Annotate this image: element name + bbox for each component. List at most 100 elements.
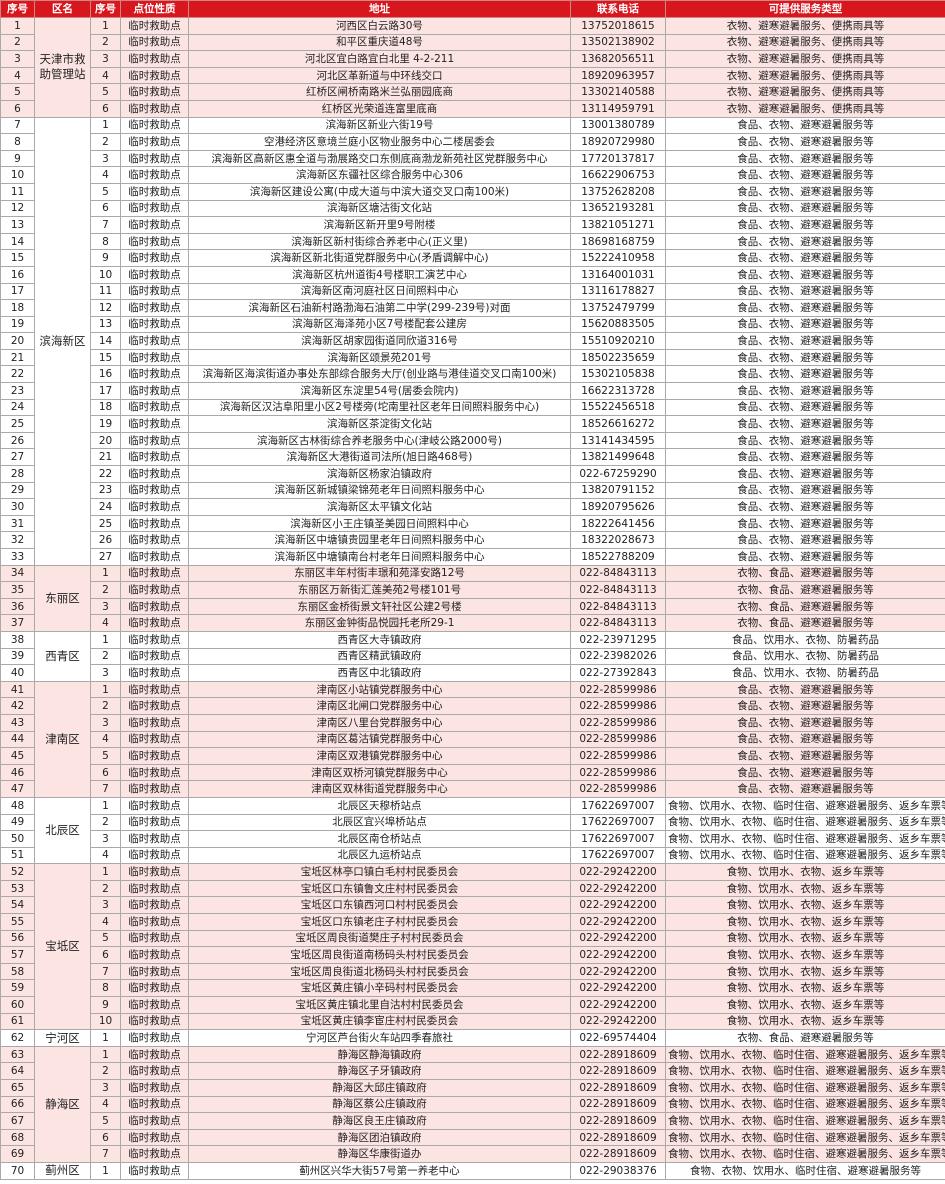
row-number: 56 — [0, 929, 35, 948]
services: 食物、饮用水、衣物、返乡车票等 — [665, 863, 945, 881]
point-type: 临时救助点 — [120, 116, 189, 135]
services: 食品、衣物、避寒避暑服务等 — [665, 680, 945, 699]
address: 宝坻区周良街道南杨码头村村民委员会 — [188, 946, 571, 964]
phone: 18222641456 — [570, 514, 666, 533]
table-row: 66 4 临时救助点 静海区蔡公庄镇政府 022-28918609 食物、饮用水、衣物、临… — [0, 1095, 945, 1114]
phone: 022-23982026 — [570, 647, 666, 666]
services: 食物、饮用水、衣物、临时住宿、避寒避暑服务、返乡车票等 — [665, 1145, 945, 1163]
district: 东丽区 — [34, 564, 91, 632]
phone: 18920795626 — [570, 498, 666, 516]
row-number: 69 — [0, 1145, 35, 1163]
services: 食品、衣物、避寒避暑服务等 — [665, 315, 945, 334]
table-row: 28 22 临时救助点 滨海新区杨家泊镇政府 022-67259290 食品、衣物、避寒避… — [0, 465, 945, 483]
address: 滨海新区南河庭社区日间照料中心 — [188, 282, 571, 301]
services: 食物、饮用水、衣物、临时住宿、避寒避暑服务、返乡车票等 — [665, 796, 945, 815]
point-type: 临时救助点 — [120, 564, 189, 583]
table-row: 24 18 临时救助点 滨海新区汉沽阜阳里小区2号楼旁(坨南里社区老年日间照料服务中心… — [0, 398, 945, 417]
table-row: 57 6 临时救助点 宝坻区周良街道南杨码头村村民委员会 022-29242200 食物、… — [0, 946, 945, 964]
row-number: 10 — [0, 166, 35, 184]
sub-number: 2 — [90, 813, 121, 832]
phone: 13164001031 — [570, 265, 666, 284]
sub-number: 2 — [90, 581, 121, 599]
services: 食物、饮用水、衣物、临时住宿、避寒避暑服务、返乡车票等 — [665, 813, 945, 832]
point-type: 临时救助点 — [120, 863, 189, 881]
phone: 13001380789 — [570, 116, 666, 135]
address: 津南区八里台党群服务中心 — [188, 713, 571, 732]
table-row: 45 5 临时救助点 津南区双港镇党群服务中心 022-28599986 食品、衣物、避寒… — [0, 747, 945, 765]
row-number: 7 — [0, 116, 35, 135]
sub-number: 6 — [90, 1128, 121, 1147]
point-type: 临时救助点 — [120, 149, 189, 168]
row-number: 21 — [0, 348, 35, 367]
address: 东丽区万新街汇莲美苑2号楼101号 — [188, 581, 571, 599]
phone: 022-69574404 — [570, 1029, 666, 1047]
sub-number: 1 — [90, 116, 121, 135]
address: 静海区子牙镇政府 — [188, 1062, 571, 1080]
services: 食物、饮用水、衣物、返乡车票等 — [665, 946, 945, 964]
services: 食品、衣物、避寒避暑服务等 — [665, 348, 945, 367]
services: 衣物、食品、避寒避暑服务等 — [665, 581, 945, 599]
sub-number: 16 — [90, 365, 121, 384]
sub-number: 3 — [90, 830, 121, 848]
point-type: 临时救助点 — [120, 1145, 189, 1163]
point-type: 临时救助点 — [120, 498, 189, 516]
phone: 13502138902 — [570, 33, 666, 52]
services: 食品、衣物、避寒避暑服务等 — [665, 332, 945, 350]
point-type: 临时救助点 — [120, 265, 189, 284]
phone: 022-28918609 — [570, 1079, 666, 1097]
sub-number: 7 — [90, 780, 121, 798]
row-number: 19 — [0, 315, 35, 334]
row-number: 17 — [0, 282, 35, 301]
address: 滨海新区建设公寓(中成大道与中滨大道交叉口南100米) — [188, 182, 571, 201]
phone: 022-28599986 — [570, 780, 666, 798]
table-row: 40 3 临时救助点 西青区中北镇政府 022-27392843 食品、饮用水、衣物、防暑… — [0, 664, 945, 682]
address: 滨海新区新城镇梁锦苑老年日间照料服务中心 — [188, 481, 571, 500]
sub-number: 1 — [90, 680, 121, 699]
phone: 17622697007 — [570, 813, 666, 832]
phone: 022-28918609 — [570, 1095, 666, 1114]
sub-number: 5 — [90, 747, 121, 765]
address: 滨海新区东疆社区综合服务中心306 — [188, 166, 571, 184]
row-number: 20 — [0, 332, 35, 350]
address: 宝坻区周良街道樊庄子村村民委员会 — [188, 929, 571, 948]
address: 静海区静海镇政府 — [188, 1045, 571, 1064]
point-type: 临时救助点 — [120, 830, 189, 848]
services: 食品、衣物、避寒避暑服务等 — [665, 149, 945, 168]
sub-number: 14 — [90, 332, 121, 350]
address: 津南区北闸口党群服务中心 — [188, 697, 571, 715]
table-row: 61 10 临时救助点 宝坻区黄庄镇李宦庄村村民委员会 022-29242200 食物、饮… — [0, 1012, 945, 1031]
phone: 15222410958 — [570, 249, 666, 267]
sub-number: 4 — [90, 846, 121, 865]
address: 滨海新区新开里9号附楼 — [188, 216, 571, 234]
services: 食品、衣物、避寒避暑服务等 — [665, 133, 945, 151]
district: 蓟州区 — [34, 1161, 91, 1180]
sub-number: 3 — [90, 896, 121, 915]
phone: 022-29242200 — [570, 879, 666, 898]
sub-number: 11 — [90, 282, 121, 301]
phone: 18502235659 — [570, 348, 666, 367]
sub-number: 8 — [90, 232, 121, 251]
address: 西青区大寺镇政府 — [188, 630, 571, 649]
services: 食品、饮用水、衣物、防暑药品 — [665, 664, 945, 682]
row-number: 22 — [0, 365, 35, 384]
services: 食品、衣物、避寒避暑服务等 — [665, 747, 945, 765]
row-number: 14 — [0, 232, 35, 251]
services: 衣物、避寒避暑服务、便携雨具等 — [665, 83, 945, 101]
address: 北辰区宜兴埠桥站点 — [188, 813, 571, 832]
sub-number: 2 — [90, 133, 121, 151]
sub-number: 1 — [90, 17, 121, 35]
phone: 022-23971295 — [570, 630, 666, 649]
row-number: 31 — [0, 514, 35, 533]
sub-number: 22 — [90, 465, 121, 483]
point-type: 临时救助点 — [120, 697, 189, 715]
row-number: 28 — [0, 465, 35, 483]
point-type: 临时救助点 — [120, 913, 189, 931]
sub-number: 2 — [90, 879, 121, 898]
sub-number: 4 — [90, 1095, 121, 1114]
point-type: 临时救助点 — [120, 664, 189, 682]
row-number: 57 — [0, 946, 35, 964]
table-row: 4 4 临时救助点 河北区革新道与中环线交口 18920963957 衣物、避寒避暑服务、… — [0, 66, 945, 85]
sub-number: 12 — [90, 299, 121, 317]
